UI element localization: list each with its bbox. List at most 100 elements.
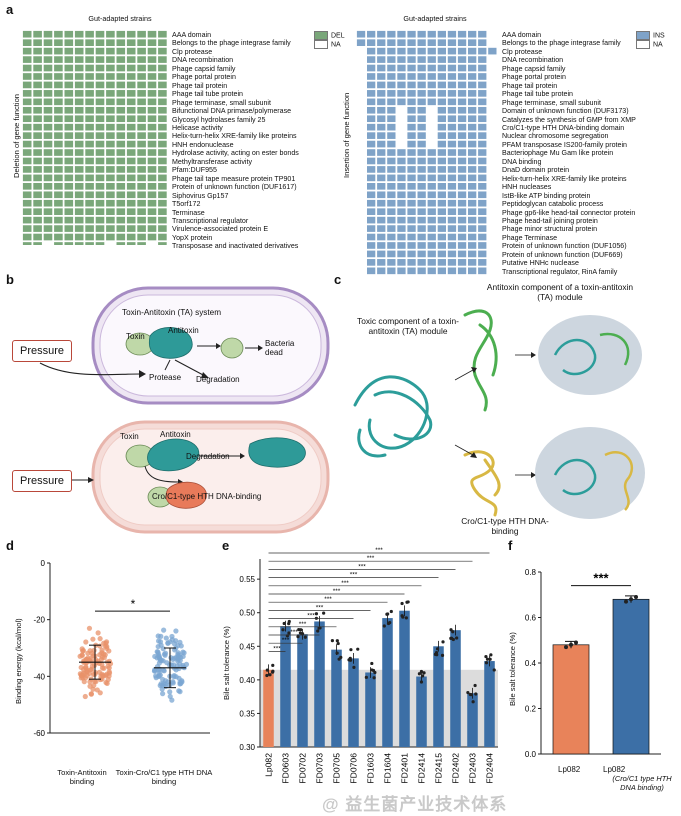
heatmap-cell (53, 224, 64, 233)
e-point (298, 631, 302, 635)
heatmap-left-legend: DEL NA (314, 31, 345, 50)
heatmap-cell (487, 46, 498, 56)
heatmap-cell (126, 224, 137, 233)
e-xtick-label: FD0702 (298, 753, 308, 784)
heatmap-cell (42, 80, 54, 90)
heatmap-cell (447, 89, 457, 98)
heatmap-cell (376, 123, 387, 132)
heatmap-cell (136, 123, 147, 132)
heatmap-cell (63, 131, 74, 140)
heatmap-cell (42, 199, 54, 208)
heatmap-cell (396, 139, 407, 149)
heatmap-cell (447, 123, 457, 132)
heatmap-cell (426, 258, 437, 267)
heatmap-cell (32, 148, 43, 157)
heatmap-cell (157, 224, 168, 233)
heatmap-cell (477, 224, 488, 233)
heatmap-cell (115, 182, 126, 191)
heatmap-cell (426, 266, 437, 275)
heatmap-cell (84, 148, 95, 157)
heatmap-cell (426, 114, 437, 123)
chart-d: 0 -20 -40 -60 * (33, 559, 210, 738)
heatmap-cell (416, 249, 427, 259)
e-point (419, 669, 424, 674)
heatmap-cell (477, 215, 488, 225)
heatmap-cell (416, 215, 427, 225)
heatmap-cell (84, 89, 95, 98)
heatmap-cell (396, 80, 407, 90)
heatmap-cell (42, 156, 54, 166)
heatmap-row-label: DNA recombination (172, 56, 234, 65)
heatmap-cell (416, 241, 427, 250)
heatmap-cell (396, 63, 407, 73)
heatmap-cell (105, 182, 116, 191)
heatmap-cell (457, 249, 468, 259)
heatmap-cell (457, 207, 468, 216)
heatmap-cell (63, 199, 74, 208)
heatmap-cell (436, 55, 447, 64)
heatmap-row-label: HNH endonuclease (172, 140, 234, 149)
heatmap-cell (136, 114, 147, 123)
f-xlabel-1: Lp082 (558, 765, 581, 774)
heatmap-cell (457, 106, 468, 115)
complex2-surface (535, 427, 645, 519)
heatmap-cell (32, 114, 43, 123)
heatmap-cell (146, 131, 158, 140)
d-point (167, 689, 173, 695)
heatmap-cell (406, 30, 417, 39)
f-bar (552, 644, 590, 755)
heatmap-cell (376, 89, 387, 98)
heatmap-cell (63, 114, 74, 123)
heatmap-cell (416, 173, 427, 182)
heatmap-cell (157, 97, 168, 106)
heatmap-cell (32, 97, 43, 106)
legend-na2-label: NA (653, 41, 663, 49)
heatmap-cell (436, 249, 447, 259)
heatmap-cell (487, 190, 498, 199)
heatmap-cell (487, 249, 498, 259)
heatmap-cell (457, 139, 468, 149)
heatmap-cell (457, 173, 468, 182)
heatmap-row-label: Transcriptional regulator, RinA family (502, 267, 618, 276)
heatmap-cell (126, 80, 137, 90)
heatmap-cell (386, 173, 397, 182)
heatmap-cell (376, 139, 387, 149)
heatmap-cell (74, 114, 85, 123)
heatmap-cell (426, 241, 437, 250)
heatmap-cell (386, 148, 397, 157)
heatmap-cell (396, 55, 407, 64)
heatmap-cell (487, 156, 498, 166)
cro-shape (165, 481, 207, 509)
heatmap-cell (447, 165, 457, 174)
heatmap-cell (126, 207, 137, 216)
heatmap-cell (406, 173, 417, 182)
e-point (489, 653, 493, 657)
heatmap-cell (136, 182, 147, 191)
heatmap-cell (416, 165, 427, 174)
e-sig-label: *** (375, 547, 383, 554)
degraded-antitoxin-shape (248, 437, 306, 468)
heatmap-cell (487, 89, 498, 98)
heatmap-cell (487, 72, 498, 81)
heatmap-cell (115, 165, 126, 174)
heatmap-row-label: Phage capsid family (502, 64, 566, 73)
e-xtick-label: FD0603 (281, 753, 291, 784)
e-point (265, 673, 269, 678)
heatmap-cell (94, 241, 106, 245)
e-point (419, 680, 424, 684)
heatmap-cell (63, 63, 74, 73)
heatmap-cell (42, 97, 54, 106)
heatmap-cell (74, 199, 85, 208)
heatmap-cell (467, 72, 478, 81)
heatmap-cell (105, 72, 116, 81)
e-point (492, 668, 496, 672)
panel-c-label: c (334, 272, 342, 287)
heatmap-cell (53, 131, 64, 140)
heatmap-cell (126, 148, 137, 157)
heatmap-cell (487, 241, 498, 250)
heatmap-cell (146, 114, 158, 123)
heatmap-cell (416, 190, 427, 199)
heatmap-cell (376, 46, 387, 56)
heatmap-cell (115, 38, 126, 47)
heatmap-cell (376, 72, 387, 81)
